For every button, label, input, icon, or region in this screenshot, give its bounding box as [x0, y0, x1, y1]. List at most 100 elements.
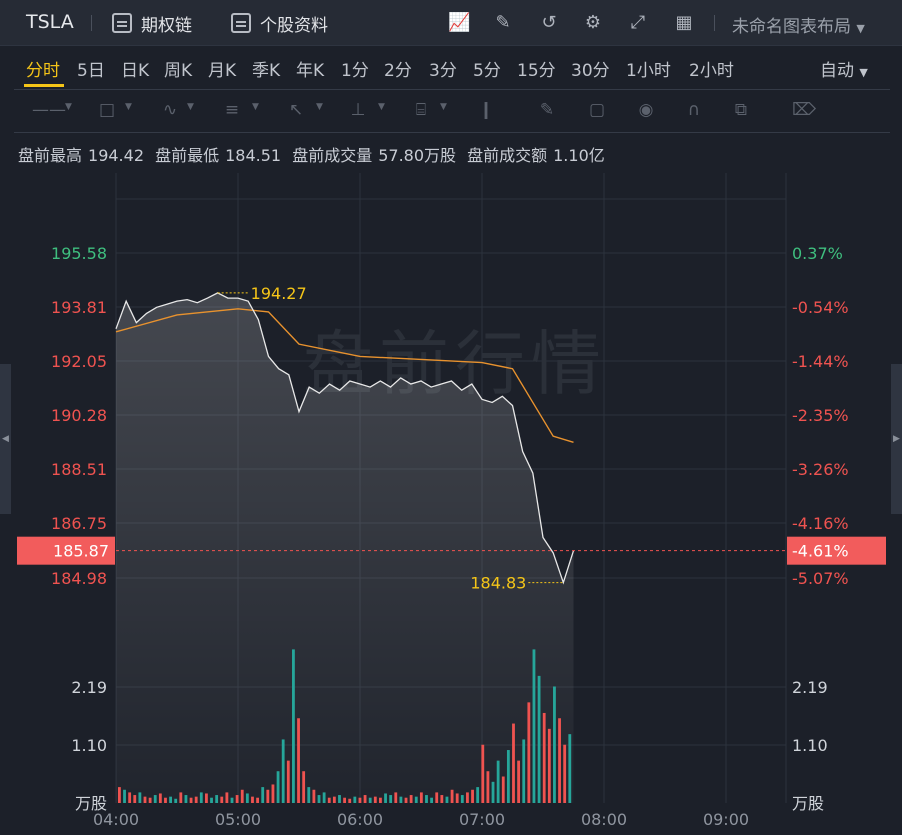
timeframe-tab[interactable]: 月K — [208, 61, 237, 81]
volume-axis-label: 1.10 — [792, 736, 828, 755]
bar-pattern-icon[interactable]: ❙ — [478, 100, 494, 120]
eye-icon[interactable]: ◉ — [638, 100, 654, 120]
timeframe-tab[interactable]: 2小时 — [689, 61, 734, 81]
lock-icon[interactable]: ▢ — [588, 100, 606, 120]
line-style-icon[interactable]: —— — [32, 100, 66, 120]
volume-bar — [281, 739, 285, 803]
adjust-mode-dropdown[interactable]: 自动 ▼ — [820, 56, 868, 81]
price-axis-label: 186.75 — [51, 514, 107, 533]
chevron-left-icon: ◀ — [2, 434, 9, 444]
adjust-mode-label: 自动 — [820, 61, 854, 81]
volume-bar — [419, 792, 423, 803]
volume-bar — [348, 798, 352, 803]
right-collapse-handle[interactable]: ▶ — [891, 364, 902, 514]
copy-layers-icon[interactable]: ⧉ — [734, 100, 748, 120]
draw-edit-icon[interactable]: ✎ — [495, 12, 511, 33]
timeframe-tab[interactable]: 1分 — [341, 61, 369, 81]
premarket-amount-value: 1.10亿 — [553, 146, 605, 165]
volume-bar — [379, 797, 382, 803]
timeframe-tab[interactable]: 5分 — [473, 61, 501, 81]
volume-bar — [471, 789, 474, 803]
timeframe-tab[interactable]: 分时 — [26, 61, 60, 81]
caret-down-icon: ▼ — [440, 102, 447, 112]
timeframe-tab[interactable]: 日K — [121, 61, 150, 81]
volume-bar — [368, 797, 372, 803]
volume-bar — [322, 792, 326, 803]
volume-bar — [256, 797, 260, 803]
timeframe-tab[interactable]: 3分 — [429, 61, 457, 81]
fullscreen-icon[interactable]: ⤢ — [630, 12, 646, 33]
timeframe-tab[interactable]: 5日 — [77, 61, 105, 81]
timeframe-tab[interactable]: 2分 — [384, 61, 412, 81]
volume-axis-label: 万股 — [792, 794, 824, 813]
volume-bar — [547, 728, 551, 803]
top-toolbar: TSLA 期权链 个股资料 📈 ✎ ↺ ⚙ ⤢ ▦ 未命名图表布局 ▼ — [0, 0, 902, 46]
magnet-icon[interactable]: ∩ — [687, 100, 701, 120]
undo-icon[interactable]: ↺ — [541, 12, 557, 33]
settings-gear-icon[interactable]: ⚙ — [584, 12, 602, 33]
timeframe-tab[interactable]: 1小时 — [626, 61, 671, 81]
volume-axis-label: 万股 — [75, 794, 107, 813]
timeframe-tab[interactable]: 年K — [296, 61, 325, 81]
min-price-marker: 184.83 — [470, 574, 526, 593]
volume-bar — [194, 796, 198, 803]
volume-bar — [450, 789, 454, 803]
timeframe-bar: 分时 5日 日K 周K 月K 季K 年K 1分 2分 3分 5分 15分 30分 1小时 2小时 — [0, 46, 902, 88]
volume-bar — [123, 789, 126, 803]
volume-bar — [384, 793, 387, 803]
chart-indicator-icon[interactable]: 📈 — [448, 12, 471, 33]
volume-bar — [210, 797, 213, 803]
premarket-low-value: 184.51 — [225, 146, 282, 165]
average-price-line — [115, 308, 574, 444]
volume-bar — [164, 797, 167, 803]
volume-bar — [215, 795, 219, 803]
volume-bar — [517, 760, 521, 803]
timeframe-tab[interactable]: 季K — [252, 61, 281, 81]
current-percent-value: -4.61% — [792, 542, 849, 561]
premarket-volume-value: 57.80万股 — [378, 146, 457, 165]
layout-dropdown[interactable]: 未命名图表布局 ▼ — [732, 12, 865, 37]
ticker-symbol[interactable]: TSLA — [26, 11, 74, 33]
timeframe-tab[interactable]: 30分 — [571, 61, 610, 81]
volume-bar — [435, 792, 439, 803]
divider — [714, 15, 715, 31]
options-chain-button[interactable]: 期权链 — [112, 11, 192, 36]
rectangle-tool-icon[interactable]: □ — [98, 100, 116, 120]
volume-bar — [230, 797, 234, 803]
volume-bar — [466, 792, 469, 803]
volume-axis-label: 2.19 — [792, 678, 828, 697]
grid-layout-icon[interactable]: ▦ — [675, 12, 693, 33]
stock-profile-button[interactable]: 个股资料 — [231, 11, 328, 36]
price-axis-label: 193.81 — [51, 298, 107, 317]
chart-doc-icon — [112, 13, 132, 33]
time-axis-label: 09:00 — [703, 810, 749, 829]
premarket-high-value: 194.42 — [88, 146, 144, 165]
volume-bar — [481, 744, 485, 803]
time-axis-label: 05:00 — [215, 810, 261, 829]
volume-bar — [189, 797, 193, 803]
volume-bar — [148, 797, 152, 803]
timeframe-tab[interactable]: 周K — [164, 61, 193, 81]
wave-pattern-icon[interactable]: ∿ — [162, 100, 178, 120]
fibonacci-icon[interactable]: ≡ — [224, 100, 240, 120]
trash-icon[interactable]: ⌦ — [792, 100, 817, 120]
volume-bar — [553, 686, 556, 803]
volume-bar — [394, 792, 398, 803]
price-axis-label: 184.98 — [51, 569, 107, 588]
pencil-icon[interactable]: ✎ — [539, 100, 555, 120]
divider — [14, 132, 890, 133]
current-price-tag — [17, 536, 115, 565]
volume-bar — [399, 796, 403, 803]
text-annotation-icon[interactable]: ⌸ — [415, 100, 427, 120]
left-collapse-handle[interactable]: ◀ — [0, 364, 11, 514]
volume-bar — [302, 771, 306, 803]
volume-bar — [358, 797, 362, 803]
timeframe-tab[interactable]: 15分 — [517, 61, 556, 81]
arrow-tool-icon[interactable]: ↖ — [288, 100, 304, 120]
options-chain-label: 期权链 — [141, 15, 192, 36]
caret-down-icon: ▼ — [316, 102, 323, 112]
volume-bar — [143, 796, 147, 803]
intraday-chart[interactable]: 盘前行情195.58193.81192.05190.28188.51186.75… — [0, 168, 902, 835]
volume-bar — [261, 787, 265, 803]
measure-tool-icon[interactable]: ⊥ — [350, 100, 366, 120]
